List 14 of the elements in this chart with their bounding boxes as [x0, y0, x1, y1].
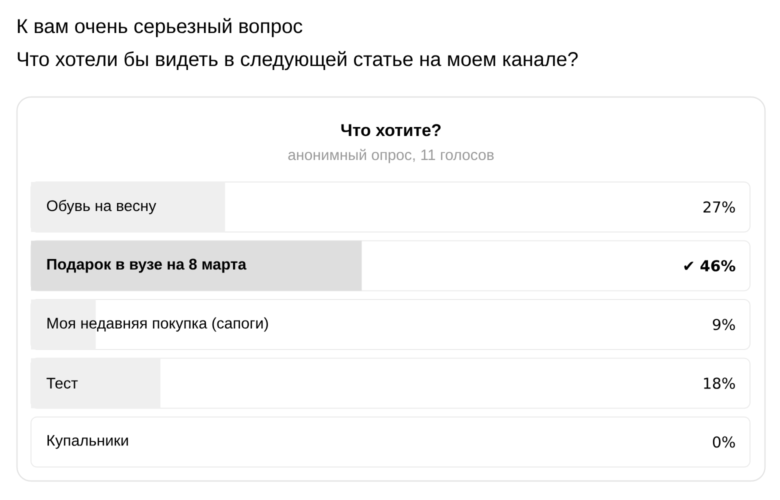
text: Что хотели бы видеть в следующей статье на моем канале? [18, 51, 578, 70]
data-label: 9% [712, 318, 735, 330]
data-label: 27% [704, 201, 735, 213]
data-label: 18% [704, 378, 735, 389]
y-tick-label: Подарок в вузе на 8 марта [47, 258, 246, 273]
data-label: ✔ 46% [684, 260, 736, 272]
chart-title: Что хотите? [341, 124, 441, 136]
data-label: 0% [712, 436, 735, 448]
y-tick-label: Моя недавняя покупка (сапоги) [48, 317, 268, 332]
text: К вам очень серьезный вопрос [18, 18, 302, 38]
y-tick-label: Обувь на весну [47, 200, 156, 214]
y-tick-label: Тест [46, 378, 78, 389]
chart-subtitle: анонимный опрос, 11 голосов [288, 148, 494, 164]
y-tick-label: Купальники [48, 435, 128, 449]
